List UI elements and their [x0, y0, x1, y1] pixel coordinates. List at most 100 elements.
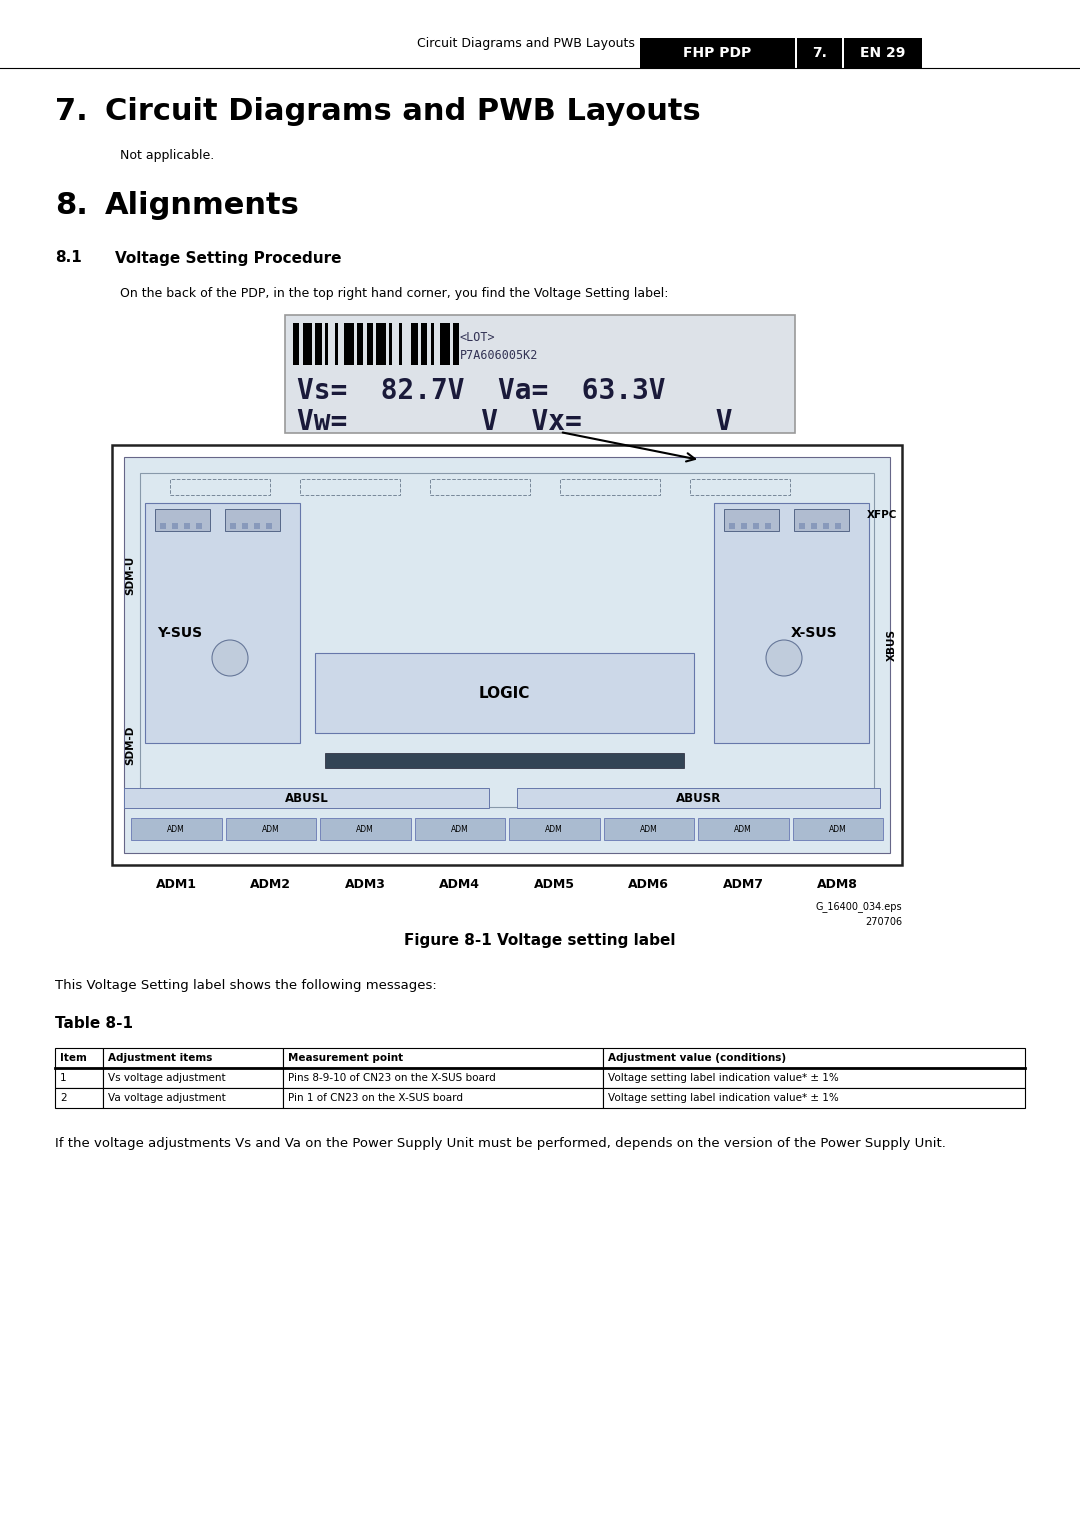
Bar: [843, 38, 922, 69]
Text: EN 29: EN 29: [861, 46, 906, 60]
Bar: [441, 322, 449, 365]
Text: Vs voltage adjustment: Vs voltage adjustment: [108, 1073, 226, 1083]
Bar: [698, 817, 788, 840]
Bar: [283, 1068, 603, 1088]
Text: SDM-D: SDM-D: [125, 726, 135, 764]
Bar: [561, 478, 660, 495]
Bar: [254, 523, 260, 529]
Bar: [103, 1048, 283, 1068]
Bar: [55, 1068, 103, 1088]
Bar: [242, 523, 248, 529]
Bar: [509, 817, 599, 840]
Text: Adjustment items: Adjustment items: [108, 1053, 213, 1063]
Bar: [300, 478, 400, 495]
Bar: [640, 38, 795, 69]
Text: 7.: 7.: [812, 46, 827, 60]
Text: ADM4: ADM4: [440, 879, 481, 891]
Text: LOGIC: LOGIC: [478, 686, 530, 700]
Bar: [415, 817, 505, 840]
Text: Y-SUS: Y-SUS: [158, 626, 203, 640]
Bar: [172, 523, 178, 529]
Text: <LOT>: <LOT>: [460, 332, 496, 344]
Text: ADM: ADM: [356, 825, 374, 833]
Bar: [283, 1048, 603, 1068]
Text: Not applicable.: Not applicable.: [120, 148, 214, 162]
Bar: [399, 322, 402, 365]
Text: Table 8-1: Table 8-1: [55, 1016, 133, 1030]
Bar: [811, 523, 816, 529]
Text: 2: 2: [60, 1093, 67, 1103]
Text: ADM: ADM: [545, 825, 563, 833]
Bar: [230, 523, 237, 529]
Bar: [376, 322, 386, 365]
Bar: [170, 478, 270, 495]
Bar: [724, 509, 779, 532]
Bar: [794, 509, 849, 532]
Bar: [517, 788, 880, 808]
Bar: [714, 503, 869, 743]
Bar: [604, 817, 694, 840]
Text: Pin 1 of CN23 on the X-SUS board: Pin 1 of CN23 on the X-SUS board: [288, 1093, 463, 1103]
Text: ADM5: ADM5: [534, 879, 575, 891]
Text: Circuit Diagrams and PWB Layouts: Circuit Diagrams and PWB Layouts: [417, 37, 635, 49]
Bar: [741, 523, 747, 529]
Text: ADM: ADM: [167, 825, 185, 833]
Text: Pins 8-9-10 of CN23 on the X-SUS board: Pins 8-9-10 of CN23 on the X-SUS board: [288, 1073, 496, 1083]
Text: ADM1: ADM1: [156, 879, 197, 891]
Bar: [315, 652, 694, 733]
Bar: [140, 474, 874, 807]
Bar: [430, 478, 530, 495]
Text: X-SUS: X-SUS: [791, 626, 837, 640]
Bar: [325, 322, 328, 365]
Bar: [335, 322, 338, 365]
Text: ADM6: ADM6: [629, 879, 670, 891]
Bar: [357, 322, 363, 365]
Text: FHP PDP: FHP PDP: [683, 46, 751, 60]
Bar: [112, 445, 902, 865]
Text: ABUSL: ABUSL: [285, 792, 328, 805]
Text: Va voltage adjustment: Va voltage adjustment: [108, 1093, 226, 1103]
Text: P7A606005K2: P7A606005K2: [460, 348, 538, 362]
Bar: [729, 523, 735, 529]
Text: Circuit Diagrams and PWB Layouts: Circuit Diagrams and PWB Layouts: [105, 98, 701, 127]
Bar: [160, 523, 166, 529]
Bar: [325, 753, 684, 769]
Bar: [293, 322, 299, 365]
Bar: [797, 38, 842, 69]
Bar: [302, 322, 312, 365]
Bar: [799, 523, 805, 529]
Text: 1: 1: [60, 1073, 67, 1083]
Bar: [603, 1068, 1025, 1088]
Bar: [226, 817, 316, 840]
Text: ADM2: ADM2: [251, 879, 292, 891]
Bar: [411, 322, 418, 365]
Bar: [55, 1088, 103, 1108]
Text: 7.: 7.: [55, 98, 87, 127]
Bar: [103, 1088, 283, 1108]
Bar: [315, 322, 322, 365]
Text: Alignments: Alignments: [105, 191, 300, 220]
Text: Item: Item: [60, 1053, 86, 1063]
Bar: [156, 509, 210, 532]
Bar: [603, 1088, 1025, 1108]
Bar: [285, 315, 795, 432]
Bar: [753, 523, 759, 529]
Bar: [103, 1068, 283, 1088]
Bar: [690, 478, 789, 495]
Text: ADM: ADM: [639, 825, 658, 833]
Bar: [124, 788, 489, 808]
Circle shape: [766, 640, 802, 675]
Bar: [421, 322, 428, 365]
Bar: [366, 322, 373, 365]
Bar: [793, 817, 883, 840]
Bar: [145, 503, 300, 743]
Text: ADM: ADM: [261, 825, 280, 833]
Bar: [131, 817, 221, 840]
Text: ADM: ADM: [450, 825, 469, 833]
Text: XFPC: XFPC: [867, 510, 897, 520]
Text: 8.1: 8.1: [55, 251, 82, 266]
Text: 270706: 270706: [865, 917, 902, 927]
Bar: [835, 523, 841, 529]
Text: Adjustment value (conditions): Adjustment value (conditions): [608, 1053, 786, 1063]
Bar: [431, 322, 434, 365]
